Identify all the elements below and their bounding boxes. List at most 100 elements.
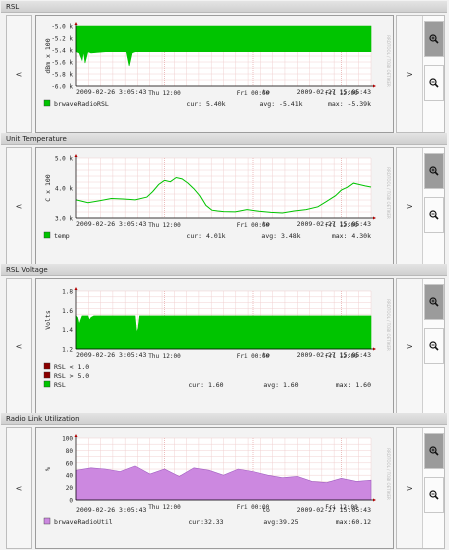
- legend-max: max:60.12: [336, 518, 371, 526]
- next-period-button[interactable]: >: [397, 428, 423, 548]
- series-area: [75, 465, 372, 501]
- legend-max: max: 1.60: [336, 381, 371, 389]
- legend-label: brwaveRadioUtil: [54, 518, 113, 526]
- date-to: 2009-02-27 15:05:43: [297, 351, 371, 359]
- date-to: 2009-02-27 15:05:43: [297, 88, 371, 96]
- rrdtool-watermark: RRDTOOL / TOBI OETIKER: [386, 35, 391, 87]
- y-axis-label: C x 100: [44, 174, 52, 201]
- prev-period-button[interactable]: <: [6, 15, 32, 133]
- date-to-word: to: [262, 88, 270, 96]
- y-axis-label: %: [44, 467, 52, 471]
- zoom-in-button[interactable]: [424, 433, 444, 469]
- zoom-out-button[interactable]: [424, 477, 444, 513]
- graph-image: 1.8 1.6 1.4 1.2 Thu 12:00 Fri 00:00 Fri 12:00 V…: [35, 278, 394, 415]
- graph-image: -5.0 k -5.2 k -5.4 k -5.6 k -5.8 k -6.0 k Thu …: [35, 15, 394, 133]
- date-to-word: to: [262, 506, 270, 514]
- graph-controls: >: [396, 147, 445, 265]
- zoom-in-icon: [429, 446, 439, 456]
- legend-cur: cur:32.33: [188, 518, 223, 526]
- series-area: [75, 25, 372, 67]
- date-from: 2009-02-26 3:05:43: [76, 351, 147, 359]
- legend-cur: cur: 4.01k: [186, 232, 225, 240]
- legend-label: RSL: [54, 381, 66, 389]
- zoom-out-icon: [429, 341, 439, 351]
- series-line: [75, 176, 372, 214]
- legend-label: brwaveRadioRSL: [54, 100, 109, 108]
- legend-cur: cur: 5.40k: [186, 100, 225, 108]
- legend-label: RSL < 1.0: [54, 363, 89, 371]
- next-period-button[interactable]: >: [397, 148, 423, 264]
- zoom-in-button[interactable]: [424, 153, 444, 189]
- panel-title: RSL: [1, 1, 447, 13]
- zoom-in-button[interactable]: [424, 284, 444, 320]
- x-tick-label: Fri 00:00: [237, 90, 270, 97]
- next-period-button[interactable]: >: [397, 279, 423, 414]
- graph-panel: Unit Temperature <5.0 k 4.0 k 3.0 k Thu 12:0…: [1, 133, 447, 266]
- date-from: 2009-02-26 3:05:43: [76, 506, 147, 514]
- graph-image: 100 80 60 40 20 0 Thu 12:00 Fri 00:00 Fri 12:00%…: [35, 427, 394, 549]
- x-tick-label: Fri 12:00: [325, 353, 358, 360]
- graph-image: 5.0 k 4.0 k 3.0 k Thu 12:00 Fri 00:00 Fri 12:…: [35, 147, 394, 265]
- zoom-out-button[interactable]: [424, 328, 444, 364]
- legend-max: max: 4.30k: [332, 232, 371, 240]
- zoom-out-button[interactable]: [424, 65, 444, 101]
- y-axis-label: dBm x 100: [44, 38, 52, 73]
- date-from: 2009-02-26 3:05:43: [76, 220, 147, 228]
- y-tick-label: -6.0 k: [51, 84, 73, 91]
- legend-swatch: [43, 231, 51, 239]
- y-tick-label: 20: [66, 485, 74, 492]
- y-tick-label: 4.0 k: [55, 186, 73, 193]
- legend-swatch: [43, 362, 51, 370]
- date-to: 2009-02-27 15:05:43: [297, 220, 371, 228]
- zoom-out-icon: [429, 78, 439, 88]
- prev-period-button[interactable]: <: [6, 427, 32, 549]
- legend-avg: avg: 1.60: [263, 381, 298, 389]
- zoom-out-icon: [429, 210, 439, 220]
- graph-panel: RSL < -5.0 k -5.2 k -5.4 k -5.6 k -5.8 k -6.0 k…: [1, 1, 447, 134]
- legend-label: temp: [54, 232, 70, 240]
- prev-period-button[interactable]: <: [6, 278, 32, 415]
- rrdtool-watermark: RRDTOOL / TOBI OETIKER: [386, 299, 391, 351]
- date-to-word: to: [262, 351, 270, 359]
- date-to-word: to: [262, 220, 270, 228]
- y-axis-label: Volts: [44, 310, 52, 330]
- y-tick-label: 0: [69, 498, 73, 505]
- rrdtool-watermark: RRDTOOL / TOBI OETIKER: [386, 448, 391, 500]
- y-tick-label: 60: [66, 460, 74, 467]
- x-tick-label: Fri 12:00: [325, 90, 358, 97]
- panel-title: RSL Voltage: [1, 264, 447, 276]
- graph-panel: Radio Link Utilization <100 80 60 40 20 0 Thu 1…: [1, 413, 447, 550]
- x-tick-label: Fri 00:00: [237, 504, 270, 511]
- graph-controls: >: [396, 278, 445, 415]
- legend-max: max: -5.39k: [328, 100, 371, 108]
- y-tick-label: 1.6: [62, 308, 73, 315]
- x-tick-label: Thu 12:00: [148, 90, 181, 97]
- panel-title: Unit Temperature: [1, 133, 447, 145]
- prev-period-button[interactable]: <: [6, 147, 32, 265]
- x-tick-label: Fri 00:00: [237, 222, 270, 229]
- legend-avg: avg: -5.41k: [259, 100, 302, 108]
- y-tick-label: -5.0 k: [51, 24, 73, 31]
- y-tick-label: 100: [62, 436, 73, 443]
- x-tick-label: Thu 12:00: [148, 504, 181, 511]
- legend-cur: cur: 1.60: [188, 381, 223, 389]
- date-from: 2009-02-26 3:05:43: [76, 88, 147, 96]
- y-tick-label: 3.0 k: [55, 216, 73, 223]
- y-tick-label: 1.2: [62, 347, 73, 354]
- series-area: [75, 315, 372, 350]
- zoom-in-icon: [429, 34, 439, 44]
- x-tick-label: Thu 12:00: [148, 353, 181, 360]
- legend-swatch: [43, 380, 51, 388]
- x-tick-label: Fri 12:00: [325, 504, 358, 511]
- y-tick-label: -5.4 k: [51, 48, 73, 55]
- y-tick-label: -5.8 k: [51, 72, 73, 79]
- graph-panel: RSL Voltage <1.8 1.6 1.4 1.2 Thu 12:00 Fri 00:…: [1, 264, 447, 416]
- legend-avg: avg: 3.48k: [261, 232, 300, 240]
- x-tick-label: Thu 12:00: [148, 222, 181, 229]
- zoom-out-button[interactable]: [424, 197, 444, 233]
- next-period-button[interactable]: >: [397, 16, 423, 132]
- y-tick-label: 1.8: [62, 289, 73, 296]
- y-tick-label: -5.2 k: [51, 36, 73, 43]
- legend-avg: avg:39.25: [263, 518, 298, 526]
- zoom-in-button[interactable]: [424, 21, 444, 57]
